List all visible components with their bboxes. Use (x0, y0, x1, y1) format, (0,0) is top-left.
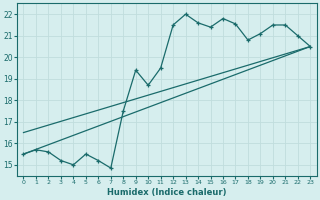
X-axis label: Humidex (Indice chaleur): Humidex (Indice chaleur) (107, 188, 227, 197)
